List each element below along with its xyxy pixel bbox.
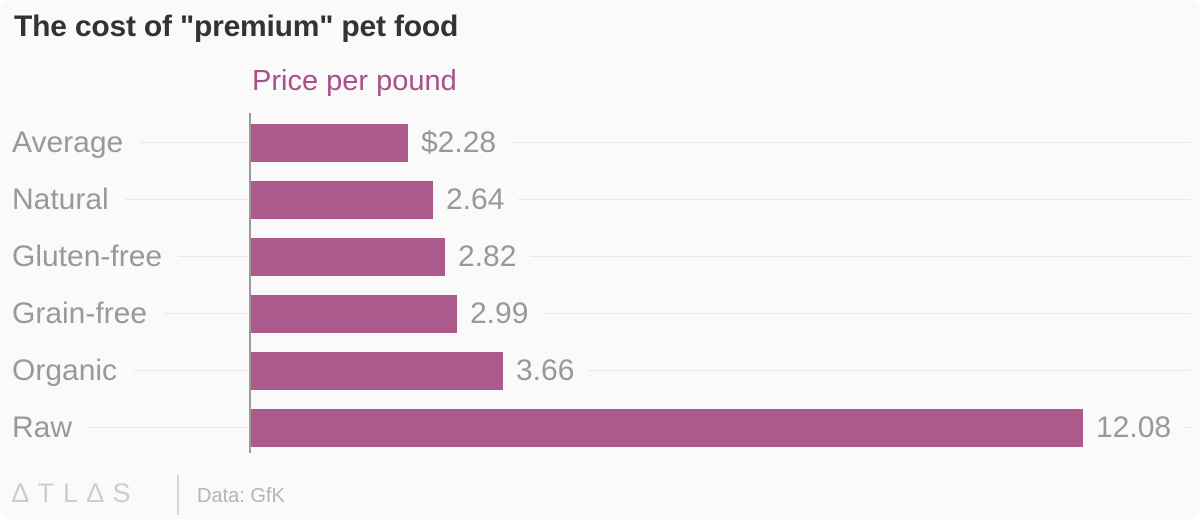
bar-raw	[251, 409, 1083, 447]
gridline	[0, 370, 1191, 371]
bar-average	[251, 124, 408, 162]
category-label: Natural	[0, 181, 125, 219]
category-label: Gluten-free	[0, 238, 179, 276]
value-label: 2.82	[445, 238, 531, 276]
category-label: Organic	[0, 352, 134, 390]
value-label: 2.99	[457, 295, 543, 333]
value-label: 12.08	[1083, 409, 1186, 447]
series-legend-label: Price per pound	[252, 65, 457, 97]
category-label: Raw	[0, 409, 89, 447]
value-label: 3.66	[503, 352, 589, 390]
bar-natural	[251, 181, 433, 219]
bar-gluten-free	[251, 238, 445, 276]
category-label: Average	[0, 124, 140, 162]
gridline	[0, 256, 1191, 257]
chart-title: The cost of "premium" pet food	[14, 10, 459, 43]
footer-divider	[177, 475, 179, 515]
gridline	[0, 199, 1191, 200]
value-label: 2.64	[433, 181, 519, 219]
bar-grain-free	[251, 295, 457, 333]
value-label: $2.28	[408, 124, 511, 162]
atlas-logo: ∆TL∆S	[12, 478, 140, 508]
y-axis-line	[249, 113, 251, 453]
gridline	[0, 313, 1191, 314]
gridline	[0, 142, 1191, 143]
category-label: Grain-free	[0, 295, 164, 333]
data-source-label: Data: GfK	[197, 485, 285, 507]
footer: ∆TL∆S Data: GfK	[0, 468, 1200, 519]
bar-organic	[251, 352, 503, 390]
